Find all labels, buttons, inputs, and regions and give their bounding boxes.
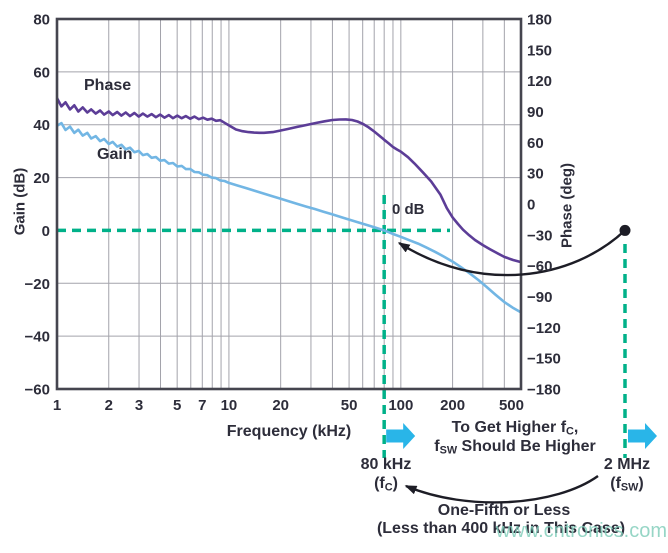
- phase-tick-label: −150: [527, 351, 561, 368]
- zero-db-annotation: 0 dB: [392, 201, 425, 218]
- to-get-higher-line2: fSW Should Be Higher: [434, 438, 596, 457]
- to-get-higher-line1: To Get Higher fC,: [451, 419, 579, 438]
- gain-curve: [56, 121, 522, 314]
- gain-tick-label: 80: [33, 12, 50, 29]
- gridlines: [57, 19, 521, 389]
- gain-tick-label: 0: [42, 223, 50, 240]
- frequency-axis-title: Frequency (kHz): [226, 423, 352, 440]
- gain-tick-label: −60: [25, 382, 50, 399]
- fc-symbol-label: (fC): [374, 475, 398, 494]
- phase-tick-label: 150: [527, 42, 552, 59]
- phase-tick-label: 90: [527, 104, 544, 121]
- gain-curve-label: Gain: [97, 146, 133, 163]
- phase-tick-label: −60: [527, 258, 552, 275]
- phase-tick-label: −90: [527, 289, 552, 306]
- phase-tick-label: 120: [527, 73, 552, 90]
- phase-tick-label: 30: [527, 166, 544, 183]
- phase-tick-label: −180: [527, 382, 561, 399]
- gain-tick-label: 20: [33, 170, 50, 187]
- gain-axis-title: Gain (dB): [11, 167, 29, 236]
- fc-frequency-label: 80 kHz: [360, 456, 412, 473]
- freq-tick-label: 200: [440, 397, 465, 414]
- watermark-text: www.cntronics.com: [495, 520, 667, 542]
- freq-tick-label: 20: [272, 397, 289, 414]
- gain-tick-label: −20: [25, 276, 50, 293]
- freq-tick-label: 500: [499, 397, 524, 414]
- crossover-guides: [57, 195, 627, 458]
- fsw-symbol-label: (fSW): [610, 475, 644, 494]
- one-fifth-annotation-line1: One-Fifth or Less: [437, 502, 571, 519]
- freq-tick-label: 3: [135, 397, 143, 414]
- phase-tick-label: 60: [527, 135, 544, 152]
- tick-labels: 806040200−20−40−601801501209060300−30−60…: [25, 12, 561, 415]
- phase-curve: [55, 97, 522, 264]
- freq-tick-label: 2: [105, 397, 113, 414]
- phase-tick-label: 0: [527, 197, 535, 214]
- fsw-to-fc-arrow: [404, 475, 599, 504]
- fsw-to-crossover-arrow: [397, 229, 626, 277]
- plot-border: [55, 17, 523, 391]
- phase-axis-title: Phase (deg): [558, 162, 576, 249]
- phase-tick-label: −120: [527, 320, 561, 337]
- fsw-frequency-label: 2 MHz: [603, 456, 651, 473]
- freq-tick-label: 10: [221, 397, 238, 414]
- one-fifth-annotation-line2: (Less than 400 kHz in This Case): [376, 520, 626, 537]
- freq-tick-label: 1: [53, 397, 61, 414]
- gain-tick-label: 60: [33, 64, 50, 81]
- phase-tick-label: 180: [527, 12, 552, 29]
- fsw-right-arrow-icon: [628, 423, 657, 449]
- freq-tick-label: 50: [341, 397, 358, 414]
- fc-right-arrow-icon: [386, 423, 416, 449]
- phase-curve-label: Phase: [84, 77, 132, 94]
- phase-tick-label: −30: [527, 227, 552, 244]
- gain-tick-label: −40: [25, 329, 50, 346]
- freq-tick-label: 7: [198, 397, 206, 414]
- gain-tick-label: 40: [33, 117, 50, 134]
- freq-tick-label: 100: [388, 397, 413, 414]
- freq-tick-label: 5: [173, 397, 181, 414]
